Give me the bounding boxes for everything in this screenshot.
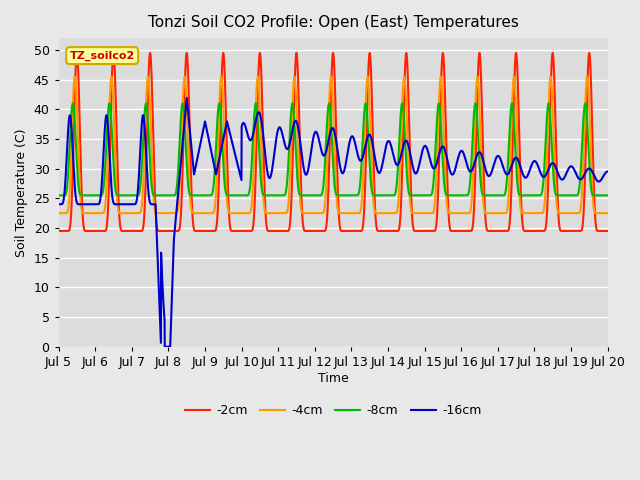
-16cm [55, 202, 63, 207]
Line: -2cm: -2cm [59, 53, 607, 231]
-16cm [161, 344, 168, 349]
Line: -16cm: -16cm [59, 98, 607, 347]
-16cm [266, 175, 273, 181]
-2cm [266, 228, 273, 234]
-2cm [593, 228, 601, 233]
-16cm [534, 163, 542, 169]
-8cm [604, 192, 611, 198]
-8cm [150, 192, 157, 198]
-4cm [117, 210, 125, 216]
-16cm [289, 123, 297, 129]
-4cm [150, 197, 157, 203]
-8cm [265, 192, 273, 198]
-2cm [118, 228, 125, 233]
-16cm [604, 168, 611, 174]
-4cm [604, 210, 611, 216]
-2cm [289, 142, 297, 147]
Legend: -2cm, -4cm, -8cm, -16cm: -2cm, -4cm, -8cm, -16cm [180, 399, 486, 422]
-2cm [534, 228, 541, 234]
-16cm [183, 95, 191, 101]
Title: Tonzi Soil CO2 Profile: Open (East) Temperatures: Tonzi Soil CO2 Profile: Open (East) Temp… [148, 15, 518, 30]
-8cm [435, 100, 443, 106]
-2cm [604, 228, 611, 234]
-16cm [150, 202, 157, 207]
-8cm [534, 192, 541, 198]
-4cm [265, 210, 273, 216]
-8cm [117, 192, 125, 198]
-4cm [510, 74, 518, 80]
-4cm [534, 210, 541, 216]
-4cm [289, 92, 297, 97]
-16cm [117, 202, 125, 207]
Line: -8cm: -8cm [59, 103, 607, 195]
-4cm [55, 210, 63, 216]
-4cm [593, 210, 601, 216]
X-axis label: Time: Time [317, 372, 348, 384]
-2cm [55, 228, 63, 234]
-16cm [593, 178, 601, 183]
-2cm [73, 50, 81, 56]
-2cm [150, 160, 158, 166]
-8cm [55, 192, 63, 198]
Y-axis label: Soil Temperature (C): Soil Temperature (C) [15, 128, 28, 257]
Text: TZ_soilco2: TZ_soilco2 [70, 50, 135, 61]
-8cm [593, 192, 601, 198]
-8cm [289, 102, 297, 108]
Line: -4cm: -4cm [59, 77, 607, 213]
